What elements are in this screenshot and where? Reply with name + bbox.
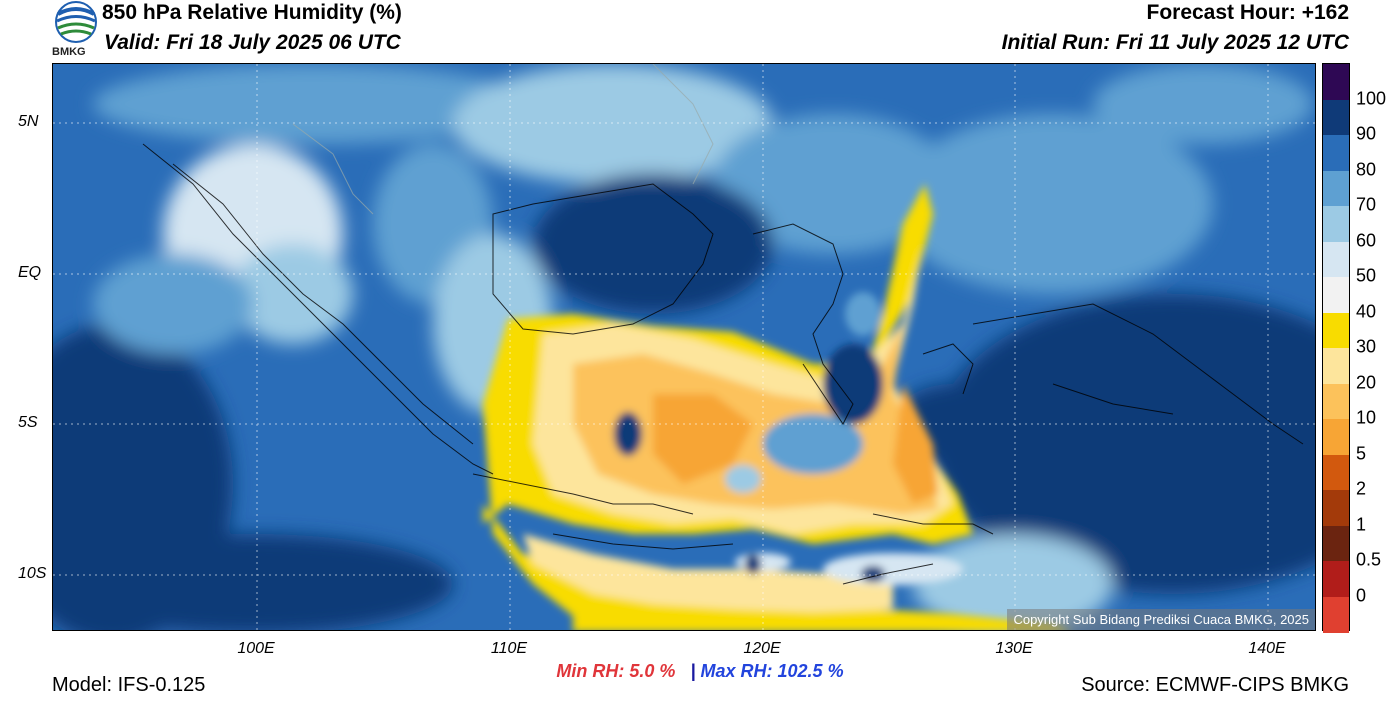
colorbar-segment — [1323, 206, 1349, 242]
borders — [292, 64, 714, 215]
bmkg-logo — [52, 0, 100, 60]
colorbar-segment — [1323, 135, 1349, 171]
lat-label-10s: 10S — [18, 565, 47, 582]
colorbar-label: 0.5 — [1356, 549, 1382, 570]
dry-region — [483, 184, 1068, 630]
map-title: 850 hPa Relative Humidity (%) — [102, 1, 402, 24]
rh-stats: Min RH: 5.0 % | Max RH: 102.5 % — [0, 661, 1400, 682]
colorbar-label: 50 — [1356, 265, 1377, 286]
colorbar-segment — [1323, 312, 1349, 349]
colorbar-segment — [1323, 241, 1349, 278]
colorbar-label: 10 — [1356, 407, 1377, 428]
colorbar-label: 30 — [1356, 336, 1377, 357]
colorbar-label: 80 — [1356, 159, 1377, 179]
coastlines — [142, 143, 1304, 585]
colorbar-label: 20 — [1356, 372, 1377, 392]
lon-label-120e: 120E — [743, 640, 781, 657]
colorbar-segment — [1323, 99, 1349, 136]
colorbar-label: 90 — [1356, 123, 1377, 144]
valid-time: Valid: Fri 18 July 2025 06 UTC — [104, 31, 401, 54]
lat-label-5s: 5S — [18, 414, 38, 431]
colorbar-label: 100 — [1356, 88, 1387, 108]
lat-label-5n: 5N — [18, 113, 39, 130]
colorbar-segment — [1323, 64, 1349, 100]
lon-label-100e: 100E — [237, 640, 275, 657]
colorbar-label: 40 — [1356, 301, 1377, 321]
copyright-notice: Copyright Sub Bidang Prediksi Cuaca BMKG… — [1007, 609, 1315, 630]
colorbar-label: 5 — [1356, 443, 1367, 463]
source-label: Source: ECMWF-CIPS BMKG — [1081, 674, 1349, 696]
colorbar-segment — [1323, 490, 1349, 526]
colorbar-segment — [1323, 170, 1349, 207]
colorbar-segment — [1323, 525, 1349, 562]
lon-label-140e: 140E — [1248, 640, 1286, 657]
logo-text: BMKG — [52, 46, 86, 58]
colorbar-segment — [1323, 383, 1349, 420]
lon-label-110e: 110E — [490, 640, 528, 657]
colorbar-segment — [1323, 419, 1349, 455]
colorbar-label: 70 — [1356, 194, 1377, 215]
forecast-hour: Forecast Hour: +162 — [1146, 1, 1350, 24]
max-rh: Max RH: 102.5 % — [700, 661, 844, 681]
colorbar-segment — [1323, 454, 1349, 491]
colorbar-label: 60 — [1356, 230, 1377, 250]
colorbar-label: 2 — [1356, 478, 1367, 499]
min-rh: Min RH: 5.0 % — [556, 661, 676, 681]
stats-separator: | — [690, 661, 696, 681]
moisture-blobs — [53, 64, 1315, 630]
colorbar — [1322, 63, 1350, 633]
model-label: Model: IFS-0.125 — [52, 674, 206, 696]
colorbar-segment — [1323, 596, 1349, 633]
colorbar-label: 1 — [1356, 514, 1367, 534]
lat-label-eq: EQ — [18, 264, 42, 281]
initial-run: Initial Run: Fri 11 July 2025 12 UTC — [1001, 31, 1349, 54]
colorbar-segment — [1323, 561, 1349, 597]
lon-label-130e: 130E — [995, 640, 1033, 657]
colorbar-segment — [1323, 277, 1349, 313]
graticule — [53, 64, 1315, 630]
humidity-map: Copyright Sub Bidang Prediksi Cuaca BMKG… — [52, 63, 1316, 631]
colorbar-segment — [1323, 348, 1349, 384]
humidity-field — [53, 64, 1315, 630]
colorbar-label: 0 — [1356, 585, 1367, 605]
